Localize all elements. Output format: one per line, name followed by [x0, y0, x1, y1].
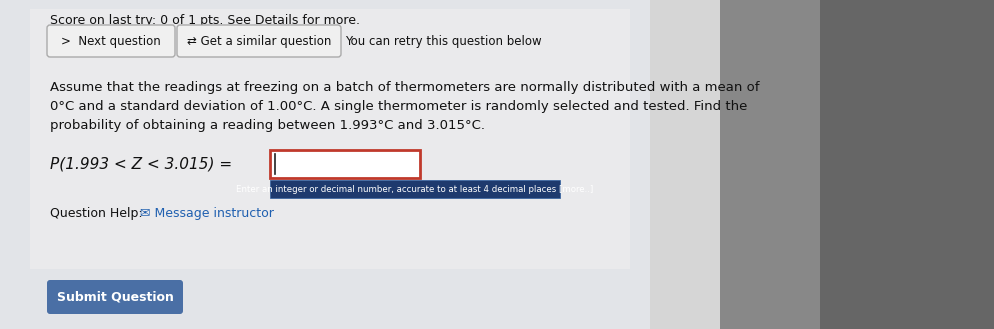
Text: probability of obtaining a reading between 1.993°C and 3.015°C.: probability of obtaining a reading betwe…: [50, 119, 485, 132]
FancyBboxPatch shape: [177, 25, 341, 57]
Text: You can retry this question below: You can retry this question below: [345, 35, 542, 47]
Text: 0°C and a standard deviation of 1.00°C. A single thermometer is randomly selecte: 0°C and a standard deviation of 1.00°C. …: [50, 100, 747, 113]
Text: >  Next question: > Next question: [61, 35, 161, 47]
Bar: [30, 9, 630, 269]
Bar: [0, 0, 650, 329]
Bar: [820, 0, 994, 329]
FancyBboxPatch shape: [270, 150, 420, 178]
Text: P(1.993 < Z < 3.015) =: P(1.993 < Z < 3.015) =: [50, 157, 233, 171]
FancyBboxPatch shape: [270, 180, 560, 198]
Text: ⇄ Get a similar question: ⇄ Get a similar question: [187, 35, 331, 47]
Text: Assume that the readings at freezing on a batch of thermometers are normally dis: Assume that the readings at freezing on …: [50, 81, 759, 94]
FancyBboxPatch shape: [47, 25, 175, 57]
Text: Question Help:: Question Help:: [50, 208, 142, 220]
FancyBboxPatch shape: [47, 280, 183, 314]
Text: Enter an integer or decimal number, accurate to at least 4 decimal places [more.: Enter an integer or decimal number, accu…: [237, 185, 593, 193]
Text: Score on last try: 0 of 1 pts. See Details for more.: Score on last try: 0 of 1 pts. See Detai…: [50, 14, 360, 27]
Text: ✉ Message instructor: ✉ Message instructor: [140, 208, 274, 220]
Bar: [720, 0, 994, 329]
Text: Submit Question: Submit Question: [57, 291, 173, 303]
